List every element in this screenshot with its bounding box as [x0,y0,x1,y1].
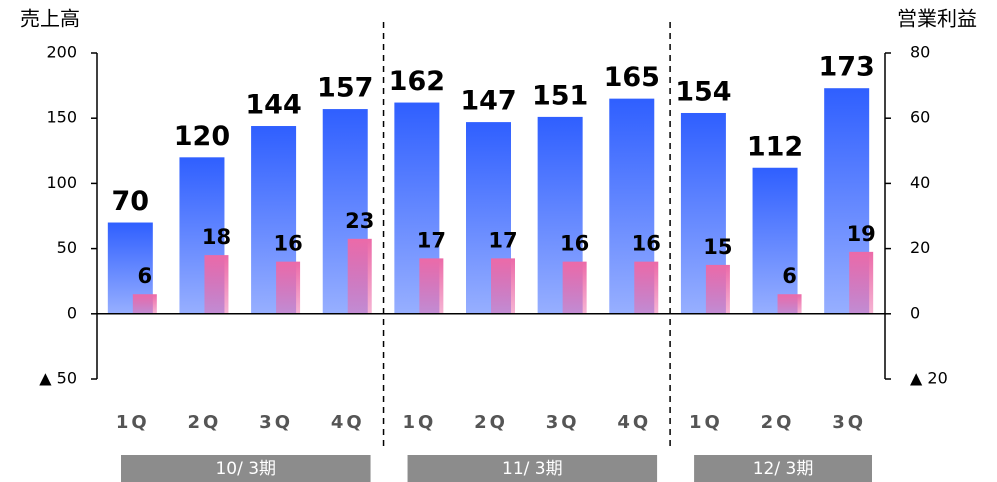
x-tick-label: 2Q [761,412,795,433]
value-label: 6 [782,264,797,288]
value-label: 173 [818,52,874,83]
profit-bar [562,261,587,314]
value-label: 112 [747,131,803,162]
profit-bar [491,258,515,314]
y2-axis-title: 営業利益 [897,7,977,31]
value-label: 16 [273,232,302,256]
y-tick-label: ▲ 50 [39,369,77,388]
profit-bar [204,255,229,314]
x-tick-label: 4Q [617,412,651,433]
x-tick-label: 1Q [402,412,436,433]
value-label: 17 [417,228,446,252]
y-tick-label: 0 [67,303,77,322]
value-label: 154 [675,76,731,107]
value-label: 151 [532,80,588,111]
y2-tick-label: 60 [910,108,930,127]
value-label: 162 [389,66,445,97]
profit-bar [705,264,730,314]
profit-bar [419,258,444,314]
x-tick-label: 3Q [259,412,293,433]
y2-tick-label: 40 [910,173,930,192]
value-label: 157 [317,73,373,104]
y-tick-label: 100 [46,173,77,192]
group-label: 11/ 3期 [502,459,563,479]
profit-bar [132,294,157,314]
profit-bar [276,261,301,314]
y2-tick-label: 20 [910,238,930,257]
value-label: 23 [345,209,374,233]
value-label: 16 [632,232,661,256]
profit-bar [634,261,659,314]
group-box [407,455,658,482]
value-label: 147 [460,86,516,117]
x-tick-label: 4Q [331,412,365,433]
y-tick-label: 150 [46,108,77,127]
y-tick-label: 200 [46,43,77,62]
x-tick-label: 2Q [188,412,222,433]
x-tick-label: 1Q [689,412,723,433]
x-tick-label: 2Q [474,412,508,433]
profit-bar [777,294,802,314]
y2-tick-label: ▲ 20 [910,369,948,388]
value-label: 70 [112,186,150,217]
y-tick-label: 50 [57,238,77,257]
profit-bar [849,251,874,314]
y2-tick-label: 0 [910,303,920,322]
x-tick-label: 3Q [546,412,580,433]
y-axis-title: 売上高 [20,7,80,31]
revenue-bar [752,167,798,314]
value-label: 16 [560,232,589,256]
group-box [121,455,371,482]
group-box [694,455,872,482]
value-label: 19 [847,222,876,246]
group-label: 12/ 3期 [753,459,814,479]
value-label: 6 [138,264,153,288]
value-label: 165 [604,62,660,93]
value-label: 144 [245,90,301,121]
x-tick-label: 1Q [116,412,150,433]
value-label: 18 [202,225,231,249]
group-label: 10/ 3期 [215,459,276,479]
x-tick-label: 3Q [832,412,866,433]
value-label: 15 [703,235,732,259]
profit-bar [347,238,372,314]
y2-tick-label: 80 [910,43,930,62]
value-label: 17 [488,228,517,252]
value-label: 120 [174,121,230,152]
